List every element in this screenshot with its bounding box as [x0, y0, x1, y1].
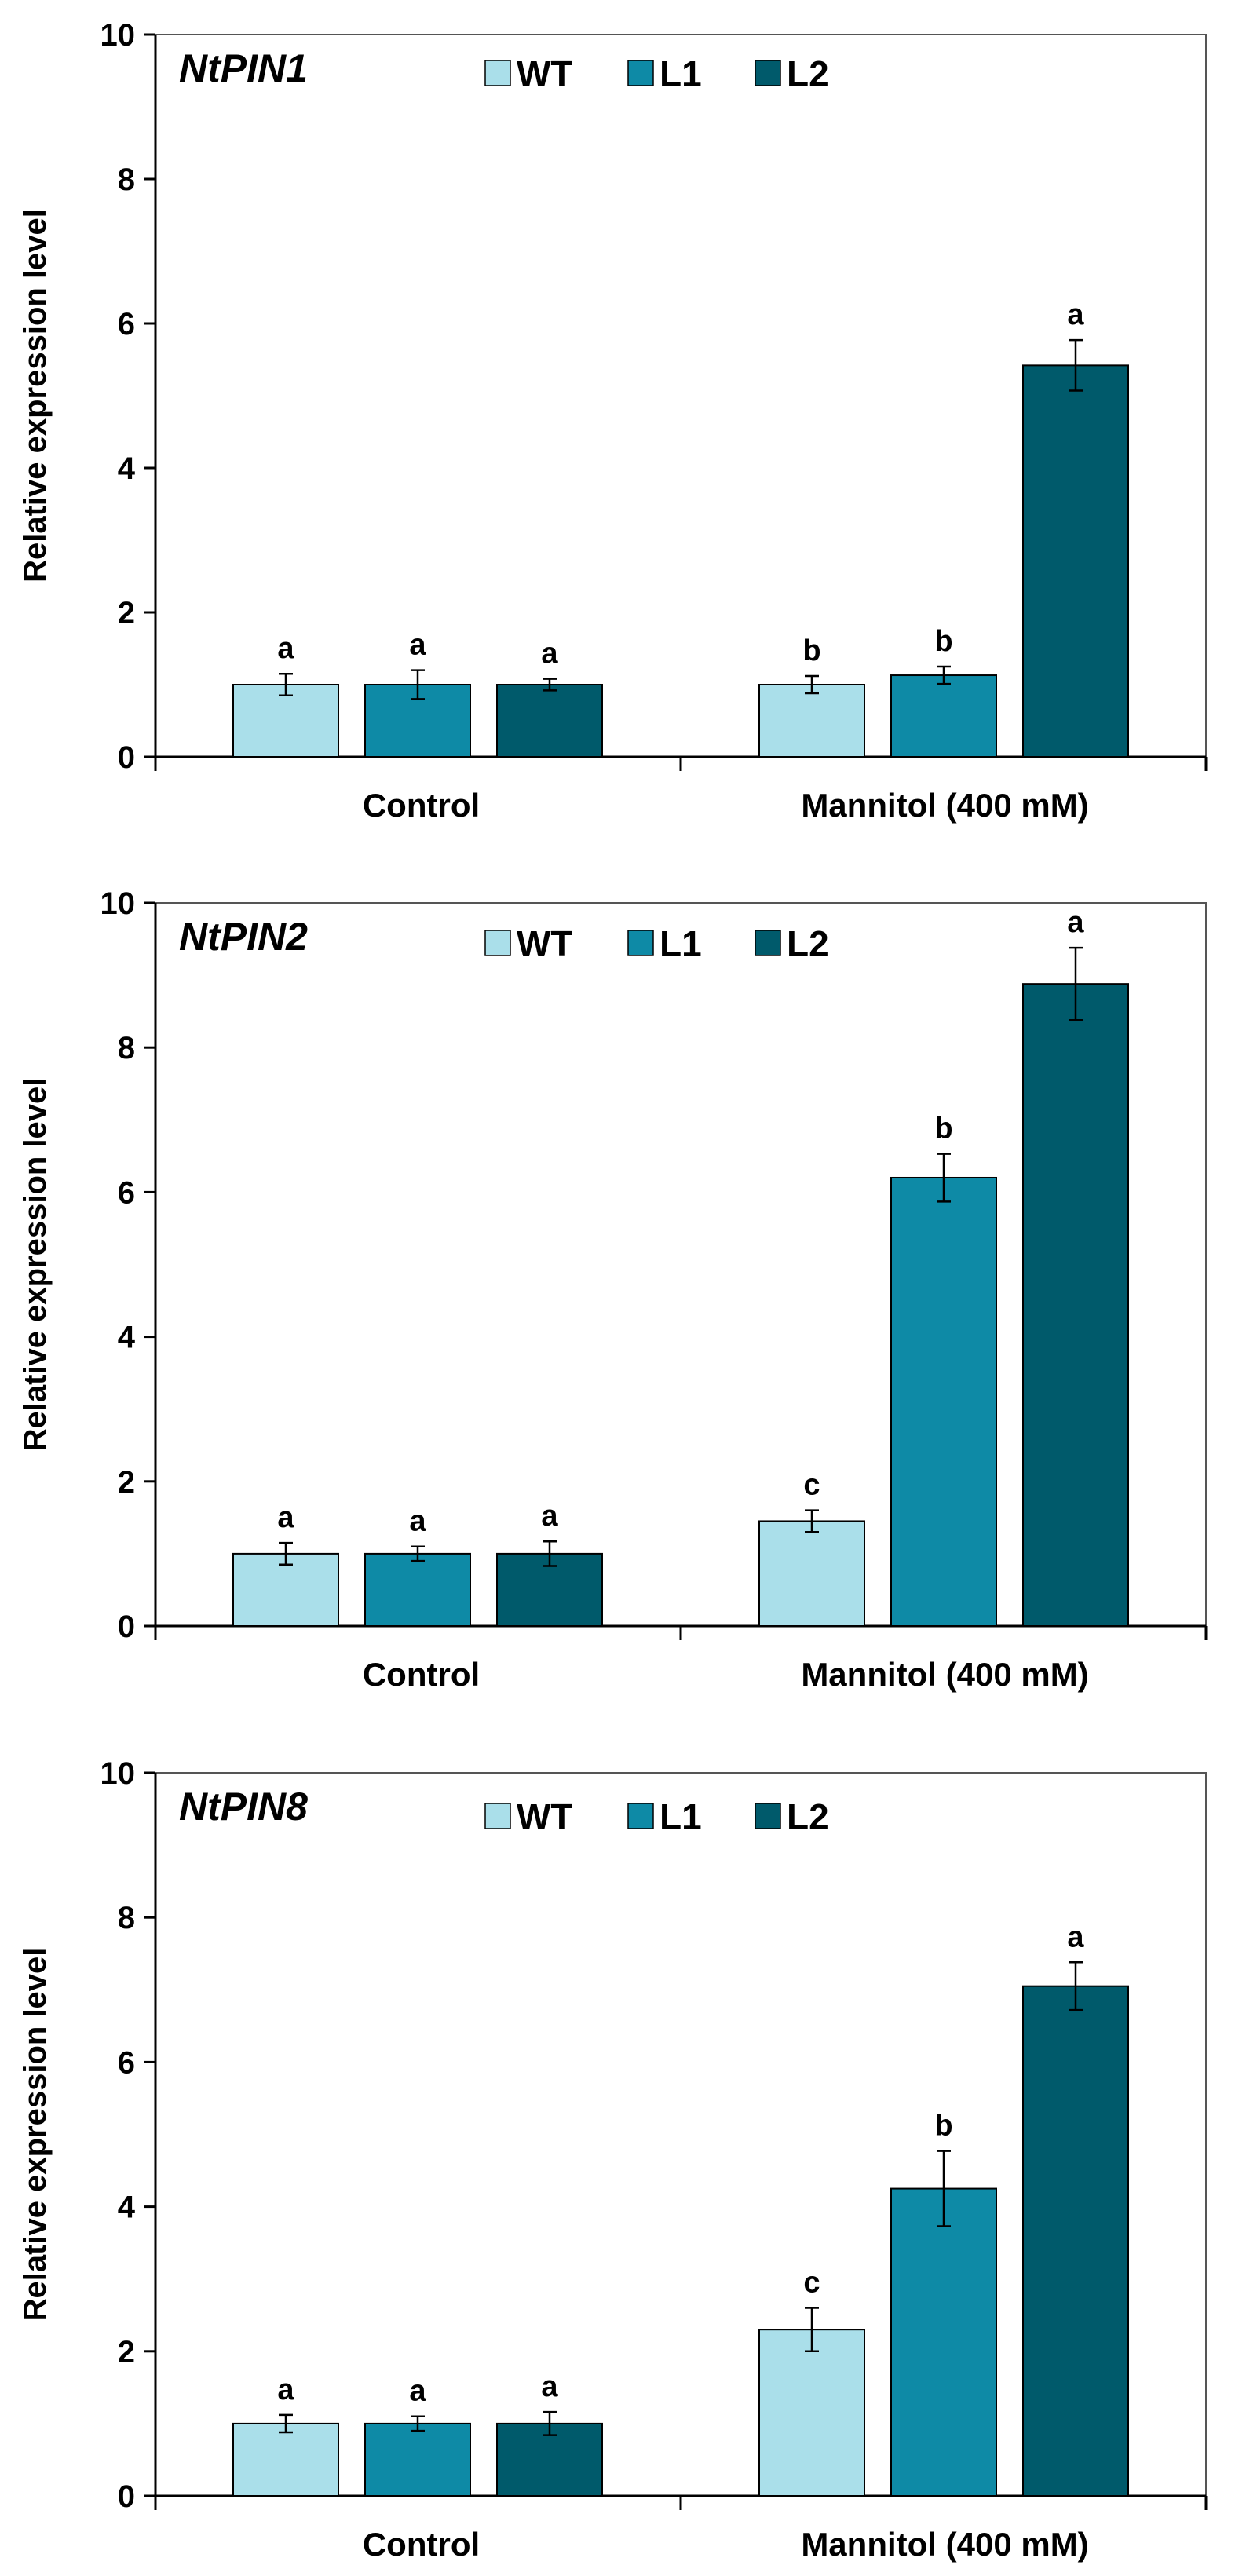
panel-title: NtPIN2 — [179, 915, 308, 959]
x-category-label: Mannitol (400 mM) — [801, 2526, 1088, 2563]
legend-label-wt: WT — [517, 923, 573, 964]
significance-letter: b — [934, 1113, 952, 1145]
y-tick-label: 10 — [100, 886, 136, 921]
legend-swatch-l1 — [627, 60, 654, 86]
significance-letter: b — [802, 634, 820, 667]
chart-panel-1: 0 2 4 6 8 10 Relative expression level NtPIN1 WT… — [18, 18, 1208, 824]
x-category-label: Control — [363, 1656, 480, 1693]
legend-swatch-l1 — [627, 1803, 654, 1829]
significance-letter: a — [277, 2373, 294, 2406]
legend-label-wt: WT — [517, 53, 573, 94]
y-tick-label: 0 — [118, 1610, 135, 1644]
significance-letter: a — [277, 1501, 294, 1534]
legend-label-l2: L2 — [787, 1796, 829, 1837]
y-tick-label: 8 — [118, 1031, 135, 1065]
significance-letter: c — [803, 2267, 820, 2300]
bar-l1 — [890, 1176, 997, 1627]
bar-l2 — [496, 684, 603, 758]
y-tick-label: 6 — [118, 1175, 135, 1210]
significance-letter: b — [934, 625, 952, 658]
y-axis-label: Relative expression level — [18, 209, 53, 583]
y-tick-label: 0 — [118, 740, 135, 775]
y-tick-label: 8 — [118, 163, 135, 197]
y-tick-label: 4 — [118, 451, 136, 486]
legend-label-l1: L1 — [660, 1796, 702, 1837]
legend-swatch-wt — [484, 930, 511, 956]
significance-letter: a — [541, 638, 558, 670]
y-tick-label: 4 — [118, 2191, 136, 2225]
bar-l1 — [890, 2187, 997, 2497]
legend-swatch-l2 — [755, 1803, 781, 1829]
y-tick-label: 0 — [118, 2479, 135, 2514]
legend-swatch-l2 — [755, 930, 781, 956]
bar-l1 — [364, 1552, 471, 1628]
y-tick-label: 4 — [118, 1321, 136, 1355]
y-tick-label: 6 — [118, 307, 135, 342]
significance-letter: a — [277, 632, 294, 665]
bar-wt — [232, 2422, 339, 2497]
significance-letter: a — [409, 2375, 426, 2408]
y-tick-label: 8 — [118, 1901, 135, 1935]
y-tick-label: 10 — [100, 18, 136, 53]
legend-label-l1: L1 — [660, 923, 702, 964]
y-tick-label: 2 — [118, 1465, 135, 1500]
legend-label-l1: L1 — [660, 53, 702, 94]
y-tick-label: 2 — [118, 596, 135, 630]
significance-letter: a — [1067, 298, 1084, 331]
panel-title: NtPIN8 — [179, 1785, 308, 1829]
bar-l2 — [1022, 983, 1129, 1627]
bar-l1 — [364, 2422, 471, 2497]
x-category-label: Control — [363, 2526, 480, 2563]
x-category-label: Mannitol (400 mM) — [801, 1656, 1088, 1693]
legend-label-l2: L2 — [787, 923, 829, 964]
bar-l2 — [1022, 1985, 1129, 2497]
bar-wt — [758, 2329, 865, 2497]
x-category-label: Control — [363, 787, 480, 824]
y-tick-label: 6 — [118, 2045, 135, 2080]
bar-wt — [232, 1552, 339, 1628]
y-tick-label: 2 — [118, 2335, 135, 2370]
significance-letter: a — [1067, 1920, 1084, 1953]
significance-letter: a — [541, 2370, 558, 2403]
significance-letter: b — [934, 2110, 952, 2143]
significance-letter: a — [409, 629, 426, 662]
x-category-label: Mannitol (400 mM) — [801, 787, 1088, 824]
legend-swatch-wt — [484, 60, 511, 86]
chart-panel-2: 0 2 4 6 8 10 Relative expression level NtPIN2 WT… — [18, 886, 1208, 1693]
legend-label-l2: L2 — [787, 53, 829, 94]
y-tick-label: 10 — [100, 1756, 136, 1791]
chart-panel-3: 0 2 4 6 8 10 Relative expression level NtPIN8 WT… — [18, 1756, 1208, 2563]
legend-swatch-l1 — [627, 930, 654, 956]
significance-letter: c — [803, 1469, 820, 1502]
bar-wt — [758, 1520, 865, 1627]
bar-wt — [232, 684, 339, 758]
significance-letter: a — [541, 1500, 558, 1533]
bar-wt — [758, 684, 865, 758]
legend-swatch-l2 — [755, 60, 781, 86]
bar-l1 — [890, 674, 997, 758]
y-axis-label: Relative expression level — [18, 1078, 53, 1452]
y-axis-label: Relative expression level — [18, 1948, 53, 2322]
significance-letter: a — [409, 1505, 426, 1538]
legend-label-wt: WT — [517, 1796, 573, 1837]
panel-title: NtPIN1 — [179, 46, 308, 90]
legend-swatch-wt — [484, 1803, 511, 1829]
significance-letter: a — [1067, 906, 1084, 939]
bar-l2 — [1022, 364, 1129, 758]
